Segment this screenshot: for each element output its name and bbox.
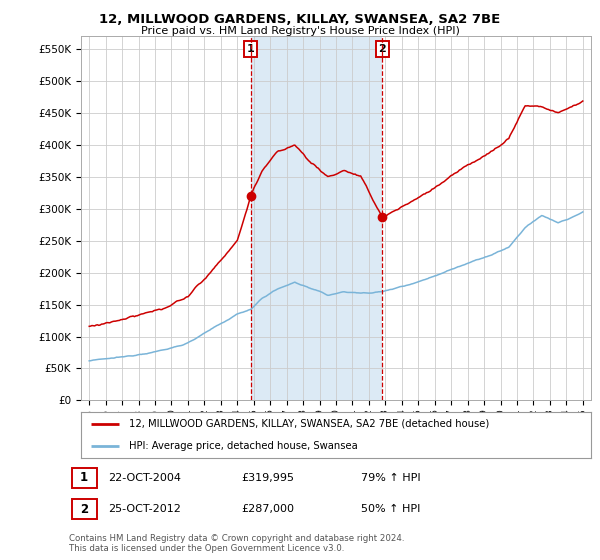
Text: 12, MILLWOOD GARDENS, KILLAY, SWANSEA, SA2 7BE: 12, MILLWOOD GARDENS, KILLAY, SWANSEA, S…	[100, 13, 500, 26]
Text: Price paid vs. HM Land Registry's House Price Index (HPI): Price paid vs. HM Land Registry's House …	[140, 26, 460, 36]
Text: 1: 1	[80, 471, 88, 484]
FancyBboxPatch shape	[71, 500, 97, 519]
Text: 22-OCT-2004: 22-OCT-2004	[108, 473, 181, 483]
Text: £319,995: £319,995	[241, 473, 294, 483]
Text: Contains HM Land Registry data © Crown copyright and database right 2024.
This d: Contains HM Land Registry data © Crown c…	[69, 534, 404, 553]
Text: 79% ↑ HPI: 79% ↑ HPI	[361, 473, 421, 483]
Text: 2: 2	[80, 503, 88, 516]
Text: 25-OCT-2012: 25-OCT-2012	[108, 505, 181, 515]
Text: 12, MILLWOOD GARDENS, KILLAY, SWANSEA, SA2 7BE (detached house): 12, MILLWOOD GARDENS, KILLAY, SWANSEA, S…	[130, 418, 490, 428]
Bar	[251, 36, 382, 400]
Text: £287,000: £287,000	[241, 505, 294, 515]
Text: 1: 1	[247, 44, 254, 54]
Text: HPI: Average price, detached house, Swansea: HPI: Average price, detached house, Swan…	[130, 441, 358, 451]
Text: 50% ↑ HPI: 50% ↑ HPI	[361, 505, 421, 515]
FancyBboxPatch shape	[71, 468, 97, 488]
Text: 2: 2	[379, 44, 386, 54]
